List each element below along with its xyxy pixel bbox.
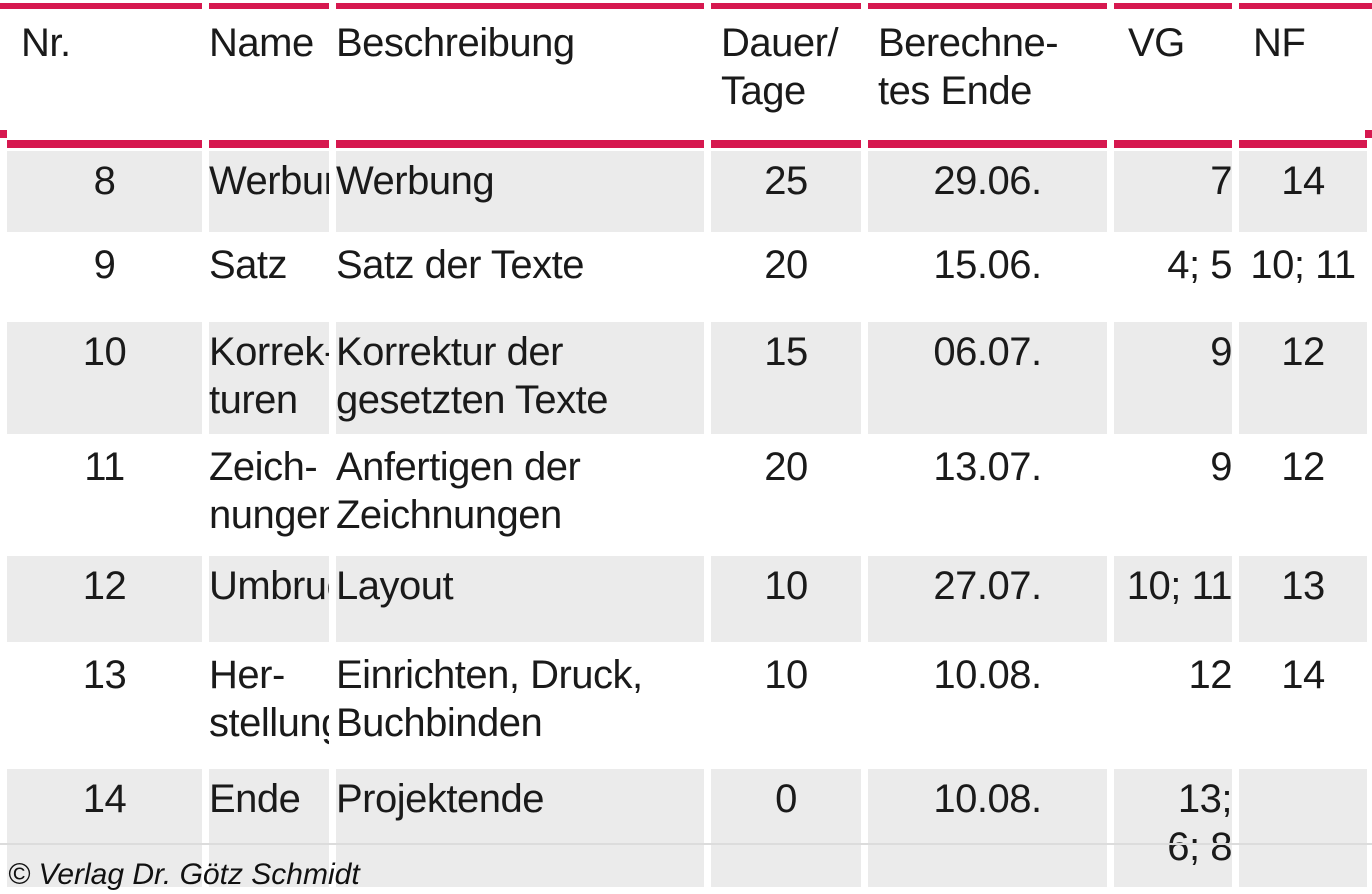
cell-nr: 13 — [7, 645, 202, 766]
cell-dauer: 20 — [711, 437, 861, 553]
cell-nf — [1239, 769, 1367, 887]
cell-dauer: 25 — [711, 151, 861, 232]
top-rule-edge — [1365, 3, 1372, 9]
cell-name: Her- stellung — [209, 645, 329, 766]
cell-nr: 8 — [7, 151, 202, 232]
cell-beschreibung: Satz der Texte — [336, 235, 704, 319]
header-row: Nr. Name Beschreibung Dauer/ Tage Berech… — [7, 3, 1367, 148]
cell-beschreibung: Layout — [336, 556, 704, 642]
column-header-dauer-tage: Dauer/ Tage — [711, 3, 861, 148]
cell-ende: 10.08. — [868, 645, 1107, 766]
cell-dauer: 10 — [711, 645, 861, 766]
cell-name: Umbruch — [209, 556, 329, 642]
cell-dauer: 0 — [711, 769, 861, 887]
cell-name: Zeich- nungen — [209, 437, 329, 553]
column-header-nr: Nr. — [7, 3, 202, 148]
cell-ende: 13.07. — [868, 437, 1107, 553]
cell-nf: 10; 11 — [1239, 235, 1367, 319]
cell-ende: 27.07. — [868, 556, 1107, 642]
cell-vg: 10; 11 — [1114, 556, 1232, 642]
cell-vg: 9 — [1114, 322, 1232, 434]
cell-vg: 13; 6; 8 — [1114, 769, 1232, 887]
cell-nf: 14 — [1239, 645, 1367, 766]
cell-beschreibung: Anfertigen der Zeichnungen — [336, 437, 704, 553]
cell-nf: 14 — [1239, 151, 1367, 232]
cell-beschreibung: Werbung — [336, 151, 704, 232]
table-bottom-rule — [0, 843, 1372, 845]
cell-vg: 9 — [1114, 437, 1232, 553]
cell-nr: 12 — [7, 556, 202, 642]
cell-name: Satz — [209, 235, 329, 319]
cell-vg: 12 — [1114, 645, 1232, 766]
table-row: 13 Her- stellung Einrichten, Druck, Buch… — [7, 645, 1367, 766]
cell-ende: 06.07. — [868, 322, 1107, 434]
cell-name: Werbung — [209, 151, 329, 232]
cell-vg: 7 — [1114, 151, 1232, 232]
cell-name: Korrek- turen — [209, 322, 329, 434]
table-row: 14 Ende Projektende 0 10.08. 13; 6; 8 — [7, 769, 1367, 887]
cell-dauer: 15 — [711, 322, 861, 434]
cell-beschreibung: Einrichten, Druck, Buchbinden — [336, 645, 704, 766]
cell-ende: 10.08. — [868, 769, 1107, 887]
table-row: 11 Zeich- nungen Anfertigen der Zeichnun… — [7, 437, 1367, 553]
top-rule-edge — [0, 3, 7, 9]
cell-nf: 12 — [1239, 437, 1367, 553]
cell-nr: 14 — [7, 769, 202, 887]
cell-nf: 13 — [1239, 556, 1367, 642]
cell-nf: 12 — [1239, 322, 1367, 434]
column-header-beschreibung: Beschreibung — [336, 3, 704, 148]
cell-dauer: 10 — [711, 556, 861, 642]
cell-beschreibung: Projektende — [336, 769, 704, 887]
column-header-vg: VG — [1114, 3, 1232, 148]
table-row: 12 Umbruch Layout 10 27.07. 10; 11 13 — [7, 556, 1367, 642]
table-row: 10 Korrek- turen Korrektur der gesetzten… — [7, 322, 1367, 434]
cell-ende: 29.06. — [868, 151, 1107, 232]
column-header-berechnetes-ende: Berechne- tes Ende — [868, 3, 1107, 148]
cell-nr: 11 — [7, 437, 202, 553]
column-header-nf: NF — [1239, 3, 1367, 148]
table-row: 9 Satz Satz der Texte 20 15.06. 4; 5 10;… — [7, 235, 1367, 319]
copyright-notice: © Verlag Dr. Götz Schmidt — [8, 858, 360, 891]
cell-dauer: 20 — [711, 235, 861, 319]
cell-nr: 10 — [7, 322, 202, 434]
cell-name: Ende — [209, 769, 329, 887]
header-rule-edge — [1365, 130, 1372, 138]
cell-vg: 4; 5 — [1114, 235, 1232, 319]
column-header-name: Name — [209, 3, 329, 148]
header-rule-edge — [0, 130, 7, 138]
cell-nr: 9 — [7, 235, 202, 319]
table-row: 8 Werbung Werbung 25 29.06. 7 14 — [7, 151, 1367, 232]
cell-beschreibung: Korrektur der gesetzten Texte — [336, 322, 704, 434]
cell-ende: 15.06. — [868, 235, 1107, 319]
